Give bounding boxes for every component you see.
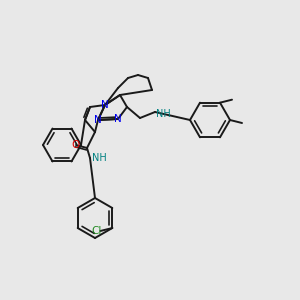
Text: N: N <box>114 114 122 124</box>
Text: NH: NH <box>92 153 107 163</box>
Text: Cl: Cl <box>91 226 101 236</box>
Text: O: O <box>72 140 80 150</box>
Text: N: N <box>94 115 102 125</box>
Text: N: N <box>101 100 109 110</box>
Text: NH: NH <box>156 109 171 119</box>
